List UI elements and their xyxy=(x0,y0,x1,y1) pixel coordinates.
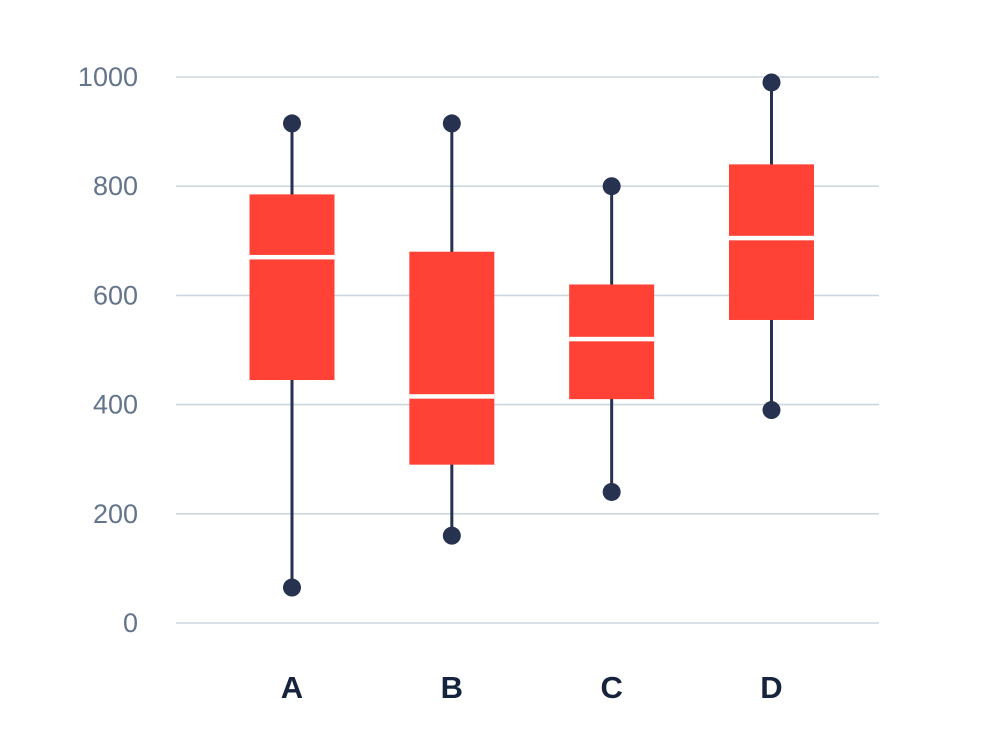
y-axis-tick-labels: 0 200 400 600 800 1000 xyxy=(78,62,138,638)
iqr-box-D xyxy=(728,164,814,320)
median-line-A xyxy=(249,254,335,260)
y-tick-label-800: 800 xyxy=(93,171,138,201)
x-category-label-D: D xyxy=(760,670,782,705)
median-line-D xyxy=(728,235,814,241)
iqr-box-B xyxy=(409,251,495,465)
median-line-B xyxy=(409,394,495,399)
whisker-min-dot-A xyxy=(283,578,301,597)
whisker-min-dot-D xyxy=(762,401,781,420)
box-series-C: C xyxy=(569,177,655,705)
iqr-box-C xyxy=(569,284,655,400)
whisker-max-dot-A xyxy=(283,114,301,133)
x-category-label-A: A xyxy=(281,670,303,705)
whisker-min-dot-C xyxy=(602,482,621,501)
median-line-C xyxy=(569,336,655,342)
x-category-label-B: B xyxy=(441,670,463,705)
whisker-max-dot-B xyxy=(442,114,461,133)
x-category-label-C: C xyxy=(600,670,622,705)
y-tick-label-600: 600 xyxy=(93,280,138,310)
iqr-box-A xyxy=(249,194,335,381)
box-series-D: D xyxy=(728,73,814,705)
whisker-min-dot-B xyxy=(442,526,461,545)
y-tick-label-400: 400 xyxy=(93,390,138,420)
box-series-B: B xyxy=(409,114,495,705)
y-tick-label-0: 0 xyxy=(123,608,138,638)
whisker-max-dot-D xyxy=(762,73,781,92)
y-tick-label-1000: 1000 xyxy=(78,62,138,92)
y-tick-label-200: 200 xyxy=(93,499,138,529)
box-series-A: A xyxy=(249,114,335,705)
whisker-max-dot-C xyxy=(602,177,621,196)
